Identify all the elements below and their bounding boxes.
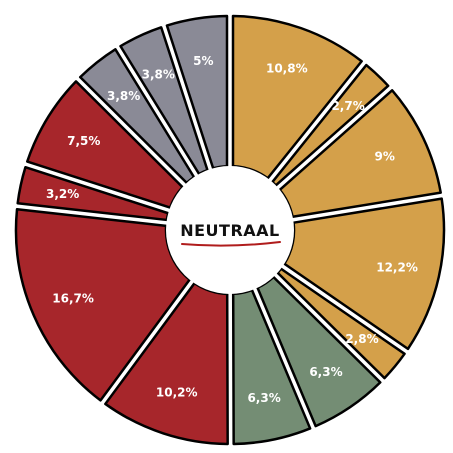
slice-label-7: 6,3% (247, 391, 280, 405)
slice-label-3: 9% (374, 150, 394, 164)
slice-1 (231, 14, 363, 180)
labels-layer: 10,8% 2,7% 9% 12,2% 2,8% 6,3% 6,3% 10,2% 16,7% 3,… (46, 54, 418, 405)
slice-label-13: 3,8% (142, 68, 175, 82)
slice-label-1: 10,8% (266, 62, 308, 76)
center-label: NEUTRAAL (180, 221, 280, 240)
slice-label-9: 16,7% (52, 292, 94, 306)
slice-label-10: 3,2% (46, 187, 79, 201)
center-underline (181, 241, 281, 247)
slice-label-6: 6,3% (309, 365, 342, 379)
slice-label-5: 2,8% (345, 332, 378, 346)
slice-label-12: 3,8% (107, 89, 140, 103)
slices-layer (14, 14, 446, 446)
slice-label-11: 7,5% (67, 134, 100, 148)
slice-label-8: 10,2% (156, 386, 198, 400)
slice-label-4: 12,2% (376, 261, 418, 275)
slice-label-14: 5% (193, 54, 213, 68)
slice-label-2: 2,7% (331, 99, 364, 113)
center-hole (166, 166, 294, 294)
